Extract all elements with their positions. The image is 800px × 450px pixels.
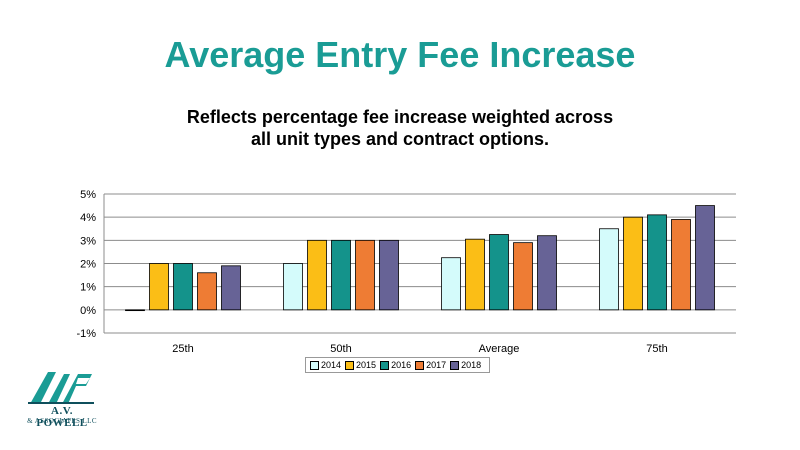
- legend-swatch: [450, 360, 460, 370]
- x-tick-label: 25th: [172, 343, 193, 355]
- bar-chart: -1% 0% 1% 2% 3% 4% 5% 25th 50th Average 75th: [76, 189, 736, 355]
- bar-2015-50th: [307, 239, 327, 311]
- legend-label: 2015: [356, 360, 377, 370]
- y-tick-label: 0%: [80, 305, 96, 317]
- bar-2015-75th: [623, 216, 643, 311]
- legend-label: 2014: [321, 360, 342, 370]
- y-tick-label: 2%: [80, 259, 96, 271]
- page-title: Average Entry Fee Increase: [164, 34, 636, 75]
- legend-item-2017: 2017: [415, 360, 446, 370]
- bar-2016-75th: [647, 214, 667, 311]
- legend-swatch: [345, 360, 355, 370]
- legend-label: 2018: [461, 360, 482, 370]
- bar-2015-average: [465, 238, 485, 311]
- bar-2017-average: [513, 242, 533, 311]
- legend-swatch: [415, 360, 425, 370]
- legend-swatch: [310, 360, 319, 370]
- bar-2018-25th: [221, 265, 241, 311]
- legend-label: 2016: [391, 360, 412, 370]
- bar-2018-75th: [695, 205, 715, 311]
- legend-item-2018: 2018: [450, 360, 481, 370]
- y-tick-label: 3%: [80, 235, 96, 247]
- bar-2014-50th: [283, 263, 303, 311]
- bar-2017-75th: [671, 219, 691, 311]
- logo-name: A.V. POWELL: [36, 405, 88, 429]
- bar-2018-average: [537, 235, 557, 311]
- bar-2014-average: [441, 257, 461, 311]
- avp-logo-icon: [28, 372, 94, 404]
- x-tick-label: 50th: [330, 343, 351, 355]
- y-tick-label: 1%: [80, 282, 96, 294]
- subtitle-line-1: Reflects percentage fee increase weighte…: [186, 107, 614, 127]
- bar-2018-50th: [379, 239, 399, 311]
- logo-subtext: & ASSOCIATES LLC: [27, 417, 97, 425]
- x-tick-label: 75th: [646, 343, 667, 355]
- bar-2016-average: [489, 234, 509, 311]
- bar-2014-25th: [125, 309, 145, 312]
- y-tick-label: -1%: [76, 328, 96, 340]
- x-tick-label: Average: [479, 343, 520, 355]
- bar-2014-75th: [599, 228, 619, 311]
- legend-item-2014: 2014: [310, 360, 341, 370]
- y-tick-label: 5%: [80, 189, 96, 201]
- bar-2015-25th: [149, 263, 169, 311]
- legend-swatch: [380, 360, 390, 370]
- legend-label: 2017: [426, 360, 447, 370]
- bar-2016-25th: [173, 263, 193, 311]
- legend-item-2016: 2016: [380, 360, 411, 370]
- bar-2016-50th: [331, 239, 351, 311]
- subtitle-line-2: all unit types and contract options.: [250, 129, 550, 149]
- bar-2017-25th: [197, 272, 217, 311]
- chart-legend: 2014 2015 2016 2017 2018: [305, 357, 491, 373]
- y-tick-label: 4%: [80, 212, 96, 224]
- subtitle: Reflects percentage fee increase weighte…: [0, 106, 800, 150]
- legend-item-2015: 2015: [345, 360, 376, 370]
- bar-2017-50th: [355, 239, 375, 311]
